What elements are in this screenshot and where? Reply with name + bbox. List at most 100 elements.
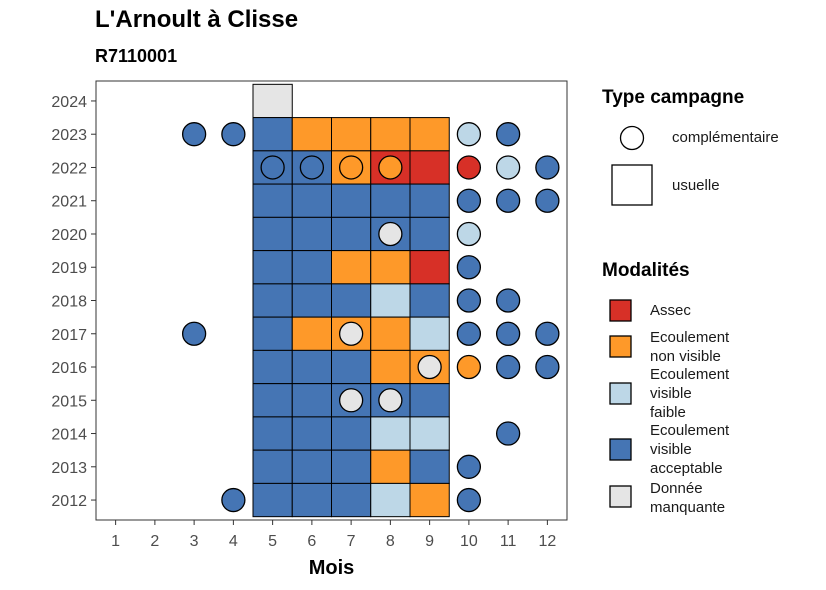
tile-2018-9 [409,283,450,318]
point-2022-7 [338,155,364,180]
x-tick-label-3: 3 [190,533,199,550]
tile-2019-6 [291,250,332,285]
tile-2021-6 [291,183,332,218]
point-2016-10 [456,354,482,380]
tile-2019-7 [331,250,372,285]
tile-2018-8 [370,283,411,318]
y-tick-label-2018: 2018 [51,294,87,311]
point-2014-11 [495,421,521,446]
legend-swatch-non_visible [609,335,632,358]
x-tick-label-9: 9 [425,533,434,550]
y-tick-label-2022: 2022 [51,160,87,177]
point-2016-12 [535,354,560,380]
tile-2013-9 [409,449,450,484]
point-2017-12 [535,321,560,346]
tile-2021-7 [331,183,372,218]
point-2021-12 [535,188,560,213]
point-2022-6 [299,155,325,180]
tile-2014-9 [409,416,450,451]
tile-2016-6 [291,349,332,385]
point-2013-10 [456,454,482,479]
tile-2012-9 [409,482,450,518]
tile-2024-5 [252,83,293,119]
tile-2023-9 [409,117,450,152]
tile-2020-9 [409,216,450,252]
tile-2018-6 [291,283,332,318]
point-2012-4 [221,487,246,513]
point-2020-8 [378,221,403,247]
tile-2016-8 [370,349,411,385]
legend-shape-title: Type campagne [602,87,745,108]
x-tick-label-8: 8 [386,533,395,550]
tile-2021-9 [409,183,450,218]
point-2022-10 [456,155,482,180]
x-tick-label-11: 11 [500,533,517,550]
tile-2023-6 [291,117,332,152]
legend-swatch-faible [609,382,632,405]
chart-subtitle: R7110001 [95,46,178,66]
tile-2013-8 [370,449,411,484]
tile-2012-6 [291,482,332,518]
point-2023-11 [495,122,521,147]
x-tick-label-12: 12 [538,533,556,550]
legend-label-assec: Assec [650,302,691,319]
tile-2021-5 [252,183,293,218]
x-tick-label-2: 2 [150,533,159,550]
tile-2016-5 [252,349,293,385]
tile-2019-8 [370,250,411,285]
chart-title: L'Arnoult à Clisse [95,6,299,33]
point-2018-10 [456,288,482,313]
legend-key-complementaire [619,125,645,151]
tile-2015-6 [291,383,332,418]
legend-label-non-visible: Ecoulement non visible [650,329,730,365]
tile-2013-6 [291,449,332,484]
tile-2023-7 [331,117,372,152]
point-2020-10 [456,221,482,247]
point-2023-4 [221,122,246,147]
tile-2019-5 [252,250,293,285]
tile-2017-9 [409,316,450,351]
point-2017-3 [181,321,207,346]
x-tick-label-1: 1 [111,533,120,550]
tile-2012-8 [370,482,411,518]
point-2015-8 [378,388,403,413]
tile-2017-8 [370,316,411,351]
legend-key-usuelle [611,164,653,206]
tile-2015-9 [409,383,450,418]
legend-label-usuelle: usuelle [672,177,720,194]
x-tick-label-10: 10 [460,533,478,550]
point-2023-3 [181,122,207,147]
tile-2013-7 [331,449,372,484]
tile-2014-5 [252,416,293,451]
tile-2017-6 [291,316,332,351]
tile-2021-8 [370,183,411,218]
x-tick-label-4: 4 [229,533,238,550]
x-tick-label-5: 5 [268,533,277,550]
point-2016-11 [495,354,521,380]
tile-2018-5 [252,283,293,318]
legend-swatch-manquante [609,485,632,508]
tile-2014-6 [291,416,332,451]
y-tick-label-2016: 2016 [51,360,87,377]
point-2022-12 [535,155,560,180]
tile-2012-5 [252,482,293,518]
point-2022-8 [378,155,403,180]
tile-2020-6 [291,216,332,252]
tile-2013-5 [252,449,293,484]
point-2017-10 [456,321,482,346]
y-tick-label-2019: 2019 [51,260,87,277]
tile-2014-7 [331,416,372,451]
y-tick-label-2015: 2015 [51,393,87,410]
x-tick-label-7: 7 [347,533,356,550]
y-tick-label-2024: 2024 [51,94,87,111]
x-tick-label-6: 6 [307,533,316,550]
tile-2016-7 [331,349,372,385]
tile-2020-5 [252,216,293,252]
legend-modalites-title: Modalités [602,260,690,281]
tile-2023-5 [252,117,293,152]
y-tick-label-2021: 2021 [51,194,87,211]
y-tick-label-2020: 2020 [51,227,87,244]
tile-2023-8 [370,117,411,152]
y-tick-label-2023: 2023 [51,127,87,144]
